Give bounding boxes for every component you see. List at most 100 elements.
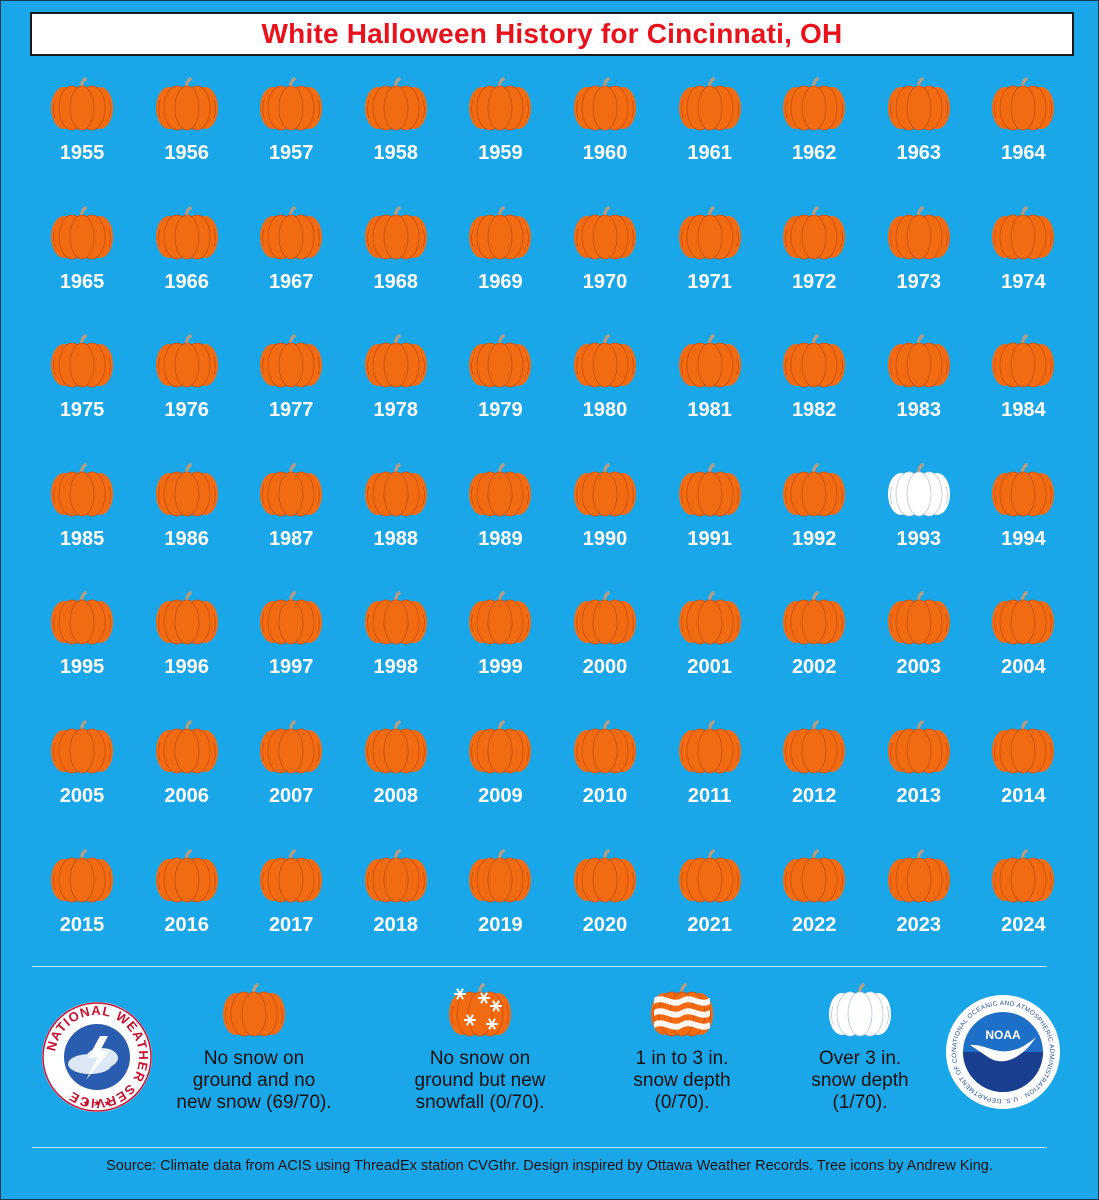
year-label: 2012 bbox=[791, 785, 837, 807]
year-label: 1982 bbox=[791, 399, 837, 422]
year-label: 1957 bbox=[268, 142, 314, 164]
year-cell: 2006 bbox=[135, 719, 239, 819]
legend-text-line: Over 3 in. bbox=[818, 1048, 902, 1069]
year-cell: 1976 bbox=[135, 333, 239, 433]
year-grid: 1955 1956 1957 1958 1959 1960 1961 1962 1963 1964… bbox=[30, 76, 1075, 948]
orange-pumpkin-icon bbox=[762, 462, 866, 520]
year-cell: 1955 bbox=[30, 76, 134, 176]
year-label: 1995 bbox=[59, 656, 105, 679]
orange-pumpkin-icon bbox=[971, 848, 1075, 906]
orange-pumpkin-icon bbox=[30, 76, 134, 134]
year-label: 1976 bbox=[164, 399, 209, 422]
year-label: 2023 bbox=[896, 913, 942, 936]
year-label: 1999 bbox=[478, 656, 523, 679]
orange-pumpkin-icon bbox=[135, 333, 239, 391]
year-cell: 1984 bbox=[971, 333, 1075, 433]
orange-pumpkin-icon bbox=[762, 719, 866, 777]
year-cell: 1991 bbox=[658, 462, 762, 562]
year-cell: 2023 bbox=[867, 848, 971, 948]
year-cell: 1985 bbox=[30, 462, 134, 562]
orange-pumpkin-icon bbox=[867, 719, 971, 777]
orange-pumpkin-icon bbox=[762, 205, 866, 263]
year-cell: 1981 bbox=[658, 333, 762, 433]
noaa-logo-icon: NATIONAL OCEANIC AND ATMOSPHERIC ADMINIS… bbox=[941, 988, 1060, 1109]
orange-pumpkin-icon bbox=[867, 590, 971, 648]
year-label: 1956 bbox=[164, 142, 209, 164]
year-label: 2001 bbox=[687, 656, 732, 679]
year-label: 1970 bbox=[582, 270, 628, 293]
year-label: 2010 bbox=[582, 785, 628, 807]
year-label: 1977 bbox=[268, 399, 314, 422]
nws-logo-icon: NATIONAL WEATHER SERVICE ★ ★ ★ bbox=[42, 1002, 152, 1112]
orange-pumpkin-icon bbox=[239, 462, 343, 520]
legend-item: 1 in to 3 in. snow depth (0/70). bbox=[572, 982, 792, 1114]
legend-text-line: snowfall (0/70). bbox=[415, 1092, 545, 1113]
year-cell: 2009 bbox=[448, 719, 552, 819]
year-cell: 2010 bbox=[553, 719, 657, 819]
orange-pumpkin-icon bbox=[344, 590, 448, 648]
year-label: 2013 bbox=[896, 785, 942, 807]
year-cell: 2008 bbox=[344, 719, 448, 819]
orange-pumpkin-icon bbox=[30, 205, 134, 263]
year-label: 2021 bbox=[687, 913, 732, 936]
orange-pumpkin-icon bbox=[658, 848, 762, 906]
year-cell: 2014 bbox=[971, 719, 1075, 819]
year-label: 1979 bbox=[478, 399, 523, 422]
year-label: 1964 bbox=[1001, 142, 1046, 164]
year-cell: 1972 bbox=[762, 205, 866, 305]
orange-pumpkin-icon bbox=[135, 590, 239, 648]
legend-text-line: (1/70). bbox=[832, 1092, 888, 1113]
year-label: 1968 bbox=[373, 270, 419, 293]
year-cell: 1994 bbox=[971, 462, 1075, 562]
orange-pumpkin-icon bbox=[239, 333, 343, 391]
year-label: 2009 bbox=[478, 785, 523, 807]
year-label: 1998 bbox=[373, 656, 419, 679]
white-pumpkin-icon bbox=[867, 462, 971, 520]
year-label: 1984 bbox=[1001, 399, 1046, 422]
year-cell: 1958 bbox=[344, 76, 448, 176]
orange-pumpkin-icon bbox=[553, 205, 657, 263]
year-cell: 2017 bbox=[239, 848, 343, 948]
year-label: 2017 bbox=[268, 913, 314, 936]
year-cell: 1965 bbox=[30, 205, 134, 305]
orange-pumpkin-icon bbox=[762, 76, 866, 134]
orange-pumpkin-icon bbox=[867, 848, 971, 906]
svg-text:★ ★ ★: ★ ★ ★ bbox=[82, 1098, 111, 1108]
legend-text-line: ground and no bbox=[192, 1070, 316, 1091]
year-label: 2000 bbox=[582, 656, 628, 679]
year-label: 1997 bbox=[268, 656, 314, 679]
year-cell: 1963 bbox=[867, 76, 971, 176]
year-label: 1961 bbox=[687, 142, 732, 164]
orange-pumpkin-icon bbox=[344, 719, 448, 777]
legend-text-line: new snow (69/70). bbox=[176, 1092, 332, 1113]
orange-pumpkin-icon bbox=[553, 76, 657, 134]
year-label: 2024 bbox=[1001, 913, 1046, 936]
year-cell: 2018 bbox=[344, 848, 448, 948]
orange-pumpkin-icon bbox=[344, 333, 448, 391]
year-label: 2007 bbox=[268, 785, 314, 807]
year-cell: 1970 bbox=[553, 205, 657, 305]
year-label: 1985 bbox=[59, 527, 105, 550]
orange-pumpkin-icon bbox=[448, 205, 552, 263]
legend-text-line: snow depth bbox=[811, 1070, 909, 1091]
year-cell: 1978 bbox=[344, 333, 448, 433]
orange-pumpkin-icon bbox=[553, 848, 657, 906]
year-label: 1959 bbox=[478, 142, 523, 164]
orange-pumpkin-icon bbox=[658, 590, 762, 648]
year-cell: 1960 bbox=[553, 76, 657, 176]
year-cell: 1982 bbox=[762, 333, 866, 433]
year-cell: 1987 bbox=[239, 462, 343, 562]
nws-logo: NATIONAL WEATHER SERVICE ★ ★ ★ bbox=[40, 1000, 154, 1119]
year-cell: 1964 bbox=[971, 76, 1075, 176]
year-label: 1955 bbox=[59, 142, 105, 164]
year-label: 2019 bbox=[478, 913, 523, 936]
year-label: 2008 bbox=[373, 785, 419, 807]
year-label: 2015 bbox=[59, 913, 105, 936]
orange-pumpkin-icon bbox=[135, 205, 239, 263]
orange-pumpkin-icon bbox=[239, 719, 343, 777]
year-cell: 1974 bbox=[971, 205, 1075, 305]
orange-pumpkin-icon bbox=[344, 848, 448, 906]
year-cell: 1997 bbox=[239, 590, 343, 690]
year-label: 1975 bbox=[59, 399, 105, 422]
orange-pumpkin-icon bbox=[30, 590, 134, 648]
